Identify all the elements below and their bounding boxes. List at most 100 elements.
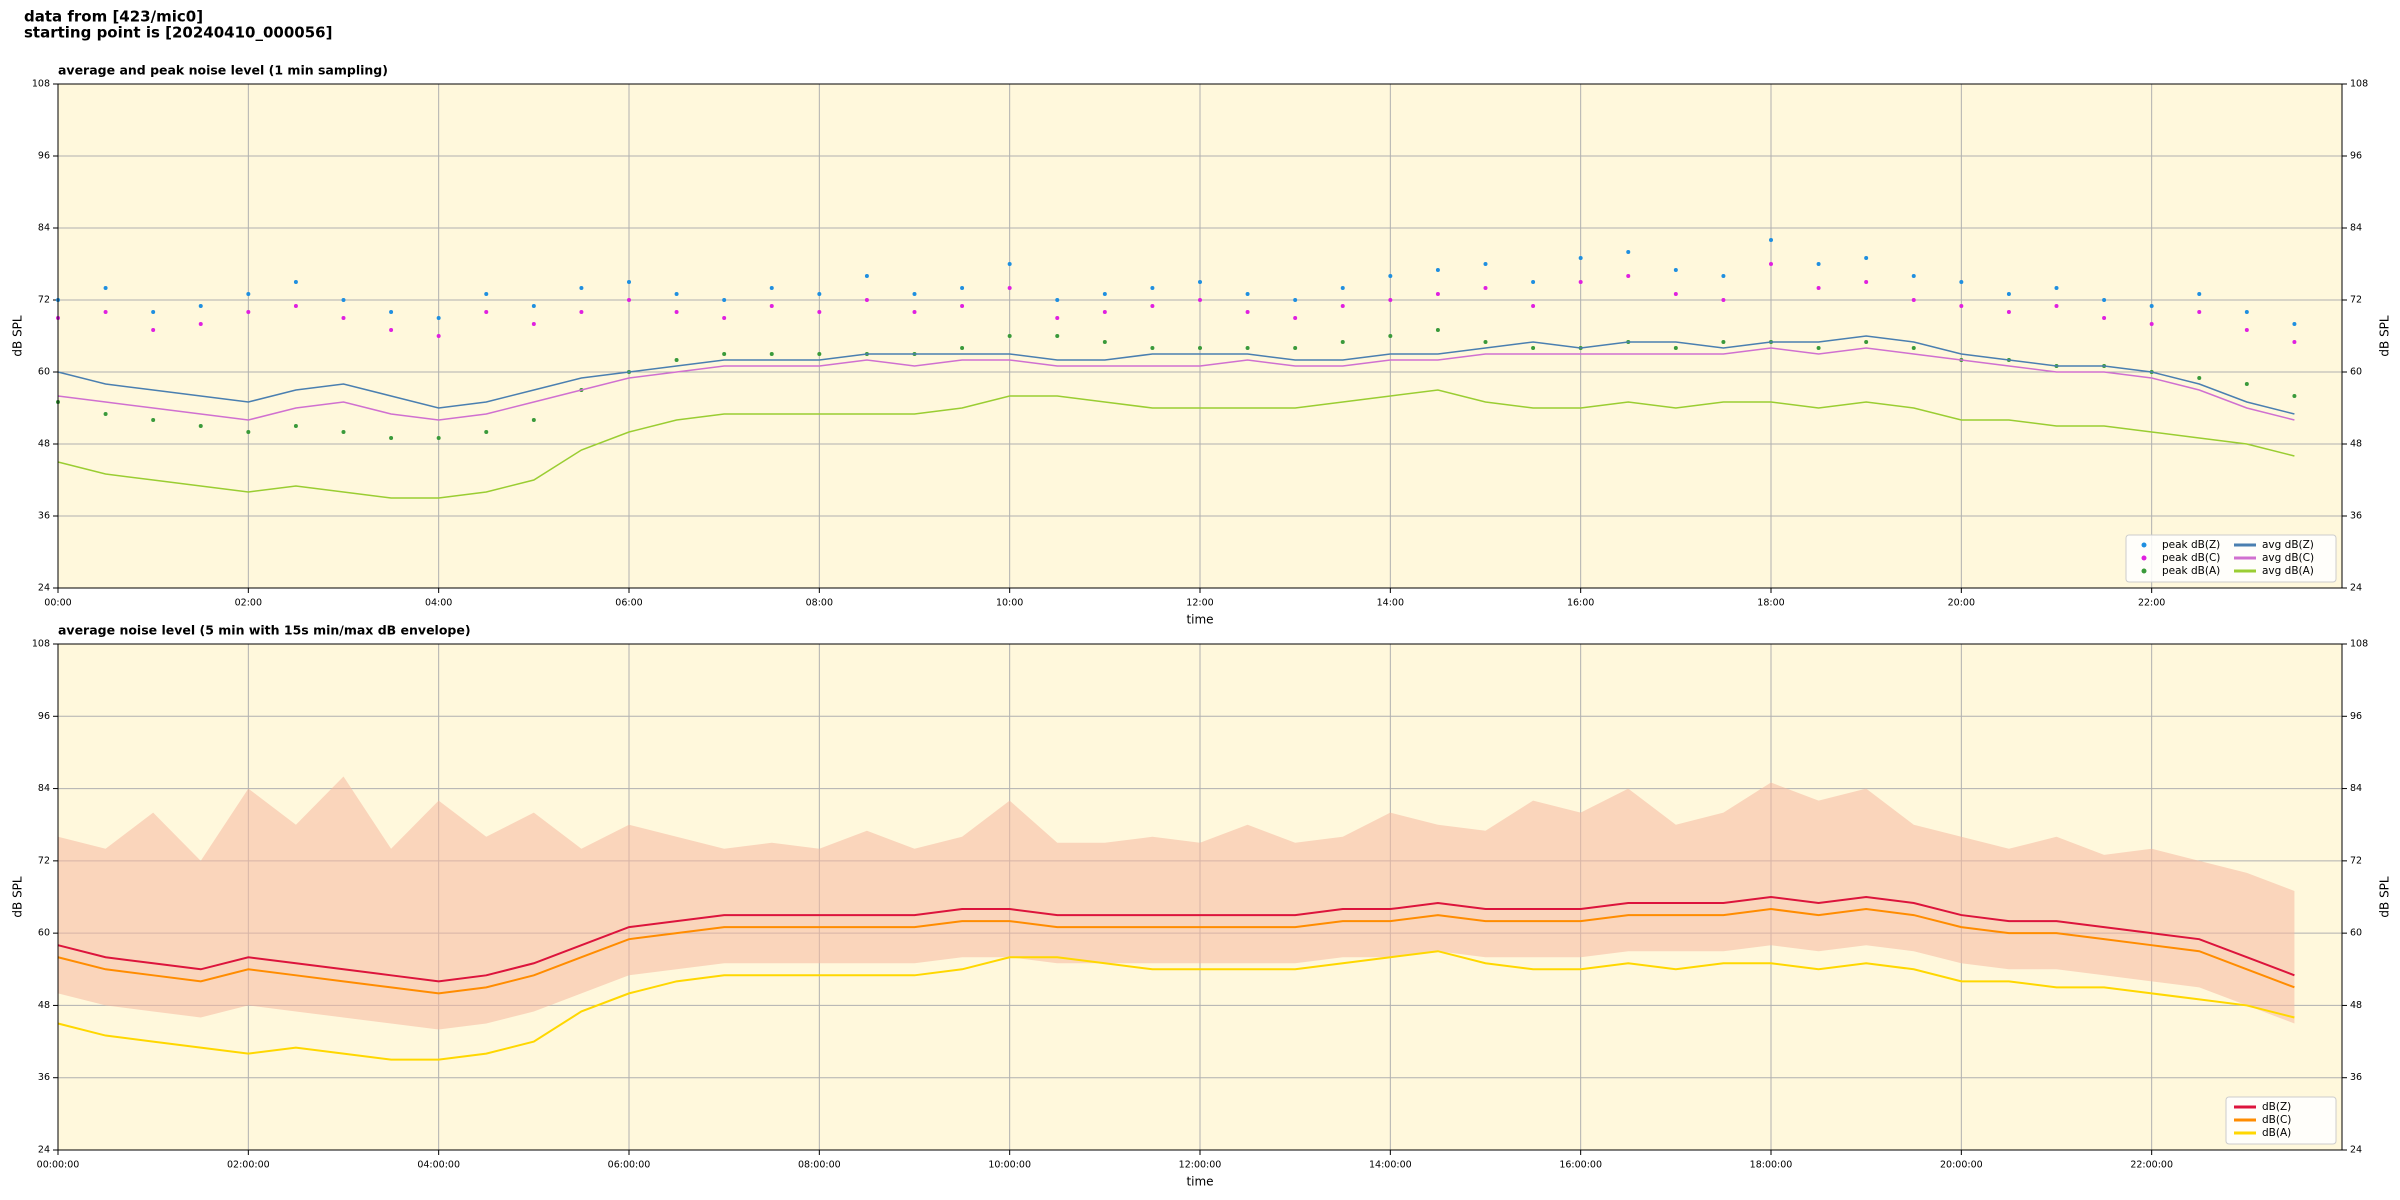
peak-point [1007, 262, 1012, 266]
peak-point [817, 292, 822, 296]
peak-point [1340, 340, 1345, 344]
peak-point [1102, 292, 1107, 296]
x-tick-label: 16:00 [1567, 598, 1594, 609]
peak-point [1435, 268, 1440, 272]
peak-point [2054, 304, 2059, 308]
peak-point [246, 292, 251, 296]
y-tick-label: 84 [38, 783, 50, 794]
peak-point [436, 436, 441, 440]
y-tick-label: 72 [38, 855, 50, 866]
peak-point [2244, 310, 2249, 314]
x-tick-label: 06:00 [615, 598, 642, 609]
y-tick-label: 72 [38, 295, 50, 306]
peak-point [674, 310, 679, 314]
peak-point [1055, 334, 1060, 338]
peak-point [1245, 310, 1250, 314]
peak-point [2292, 322, 2297, 326]
peak-point [389, 328, 394, 332]
peak-point [293, 304, 298, 308]
envelope-area [58, 776, 2295, 1030]
peak-point [912, 292, 917, 296]
peak-point [912, 310, 917, 314]
peak-point [341, 430, 346, 434]
peak-point [341, 298, 346, 302]
y-axis-label-right: dB SPL [2378, 876, 2392, 918]
chart-title: average and peak noise level (1 min samp… [58, 63, 388, 78]
peak-point [960, 286, 965, 290]
peak-point [579, 310, 584, 314]
peak-point [2197, 376, 2202, 380]
y-tick-label: 84 [38, 223, 50, 234]
peak-point [2197, 292, 2202, 296]
page-title-line: data from [423/mic0] [24, 8, 203, 26]
x-tick-label: 12:00 [1186, 598, 1213, 609]
peak-point [817, 310, 822, 314]
peak-point [674, 292, 679, 296]
peak-point [1198, 298, 1202, 302]
peak-point [1483, 262, 1488, 266]
peak-point [103, 412, 108, 416]
peak-point [1388, 298, 1393, 302]
peak-point [2006, 292, 2011, 296]
legend-label: peak dB(A) [2162, 565, 2220, 577]
peak-point [1531, 280, 1536, 284]
plot-frame [57, 643, 2343, 1151]
y-tick-label-right: 84 [2350, 223, 2362, 234]
peak-point [246, 430, 251, 434]
y-tick-label: 24 [38, 583, 50, 594]
y-tick-label-right: 108 [2350, 79, 2368, 90]
peak-point [864, 298, 869, 302]
x-tick-label: 16:00:00 [1559, 1160, 1602, 1171]
peak-point [769, 352, 774, 356]
y-axis-label: dB SPL [11, 876, 25, 918]
peak-point [1102, 340, 1107, 344]
plot-frame [57, 83, 2343, 589]
peak-point [484, 430, 489, 434]
y-axis-label-right: dB SPL [2378, 315, 2392, 357]
peak-point [2006, 310, 2011, 314]
peak-point [1673, 268, 1678, 272]
peak-point [1721, 298, 1726, 302]
peak-point [2244, 328, 2249, 332]
peak-point [198, 424, 203, 428]
peak-point [531, 418, 536, 422]
peak-point [389, 436, 394, 440]
y-tick-label-right: 84 [2350, 783, 2362, 794]
peak-point [389, 310, 394, 314]
peak-point [1198, 346, 1202, 350]
peak-point [722, 316, 727, 320]
peak-point [722, 298, 727, 302]
legend-label: peak dB(Z) [2162, 539, 2220, 551]
y-tick-label-right: 48 [2350, 439, 2362, 450]
x-tick-label: 18:00:00 [1750, 1160, 1793, 1171]
y-tick-label-right: 48 [2350, 1000, 2362, 1011]
y-tick-label: 96 [38, 711, 50, 722]
x-tick-label: 20:00 [1948, 598, 1975, 609]
x-tick-label: 08:00:00 [798, 1160, 841, 1171]
x-tick-label: 18:00 [1757, 598, 1784, 609]
x-tick-label: 14:00:00 [1369, 1160, 1412, 1171]
peak-point [1626, 250, 1631, 254]
legend-label: dB(A) [2262, 1127, 2291, 1139]
peak-point [1816, 346, 1821, 350]
y-tick-label: 24 [38, 1145, 50, 1156]
peak-point [627, 280, 631, 284]
legend-label: avg dB(A) [2262, 565, 2314, 577]
peak-point [1150, 286, 1155, 290]
peak-point [579, 286, 584, 290]
y-tick-label-right: 60 [2350, 928, 2362, 939]
x-tick-label: 22:00:00 [2130, 1160, 2173, 1171]
y-tick-label: 48 [38, 439, 50, 450]
y-tick-label: 108 [32, 639, 50, 650]
peak-point [1721, 340, 1726, 344]
peak-point [1150, 346, 1155, 350]
y-tick-label-right: 36 [2350, 1072, 2362, 1083]
peak-point [2292, 394, 2297, 398]
peak-point [531, 322, 536, 326]
y-axis-label: dB SPL [11, 315, 25, 357]
y-tick-label-right: 24 [2350, 1145, 2362, 1156]
peak-point [198, 322, 203, 326]
legend-label: dB(C) [2262, 1114, 2291, 1126]
peak-point [1483, 340, 1488, 344]
